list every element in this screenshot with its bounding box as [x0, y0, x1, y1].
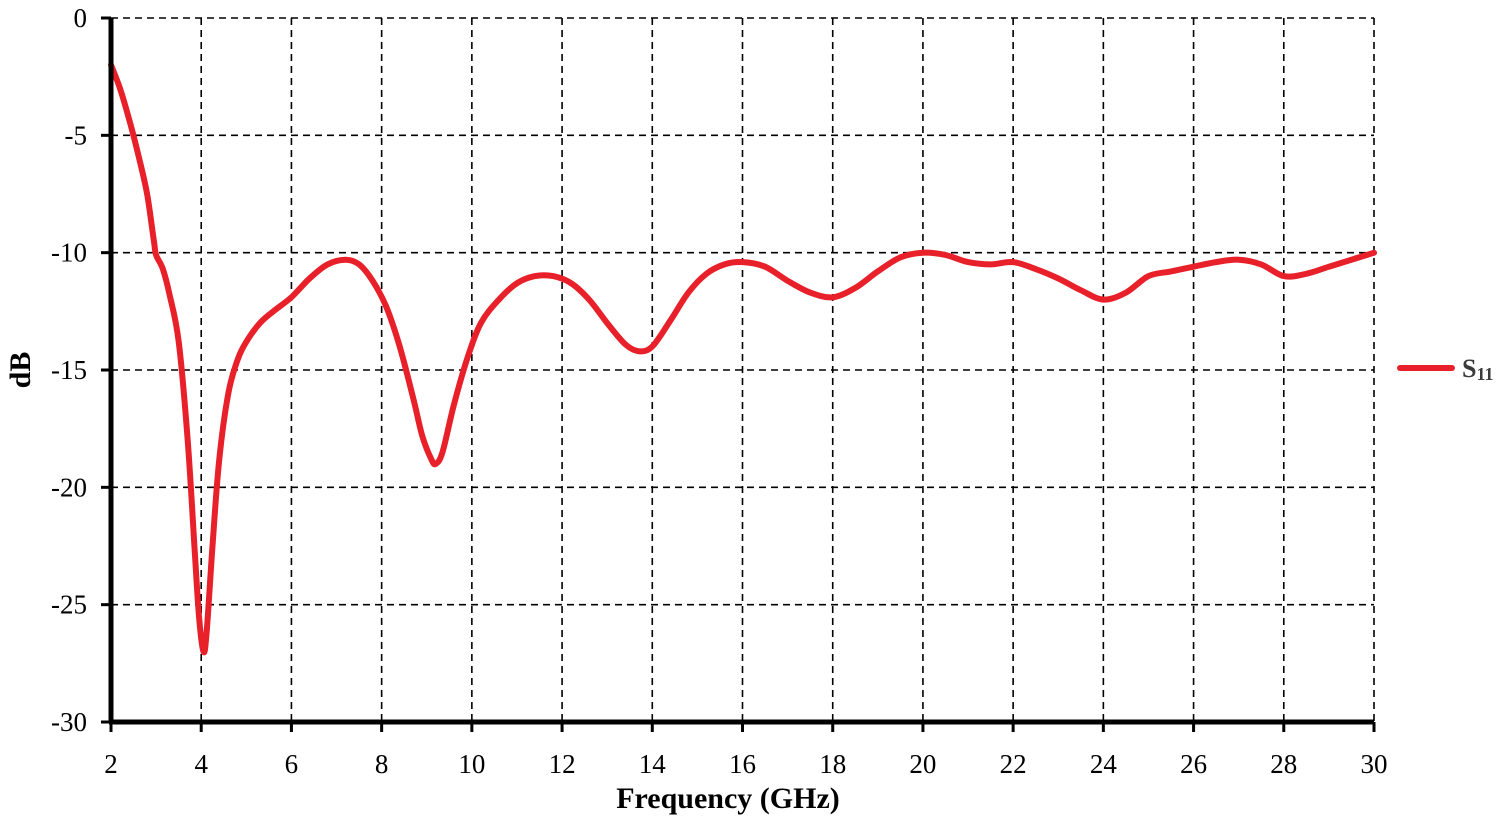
y-tick-label: -20 — [51, 472, 87, 502]
series-layer — [108, 61, 1377, 656]
x-tick-label: 24 — [1090, 749, 1118, 779]
series-line-s11 — [108, 61, 1377, 656]
x-tick-label: 20 — [909, 749, 936, 779]
x-tick-label: 28 — [1270, 749, 1297, 779]
x-tick-label: 16 — [729, 749, 756, 779]
legend-series-name: S — [1462, 354, 1476, 383]
x-tick-label: 12 — [549, 749, 576, 779]
y-tick-label: -15 — [51, 355, 87, 385]
x-tick-label: 4 — [194, 749, 208, 779]
x-axis-title: Frequency (GHz) — [616, 782, 840, 815]
x-tick-labels: 2 4 6 8 10 12 14 16 18 20 22 24 26 28 30 — [104, 749, 1387, 779]
y-tick-label: -10 — [51, 238, 87, 268]
x-tick-label: 8 — [375, 749, 389, 779]
x-tick-label: 26 — [1180, 749, 1207, 779]
y-tick-labels: 0 -5 -10 -15 -20 -25 -30 — [51, 3, 87, 737]
x-tick-label: 14 — [639, 749, 667, 779]
x-tick-label: 2 — [104, 749, 118, 779]
axes — [101, 16, 1376, 732]
x-tick-label: 18 — [819, 749, 846, 779]
y-tick-label: 0 — [74, 3, 88, 33]
y-axis-title: dB — [4, 352, 37, 389]
legend: S11 — [1397, 354, 1493, 384]
x-tick-label: 6 — [285, 749, 299, 779]
x-tick-label: 22 — [1000, 749, 1027, 779]
y-tick-label: -25 — [51, 590, 87, 620]
x-tick-label: 10 — [458, 749, 485, 779]
x-tick-label: 30 — [1361, 749, 1388, 779]
y-tick-label: -5 — [65, 120, 88, 150]
grid-lines — [111, 17, 1375, 722]
legend-series-subscript: 11 — [1476, 364, 1493, 384]
legend-label: S11 — [1462, 354, 1493, 384]
y-tick-label: -30 — [51, 707, 87, 737]
